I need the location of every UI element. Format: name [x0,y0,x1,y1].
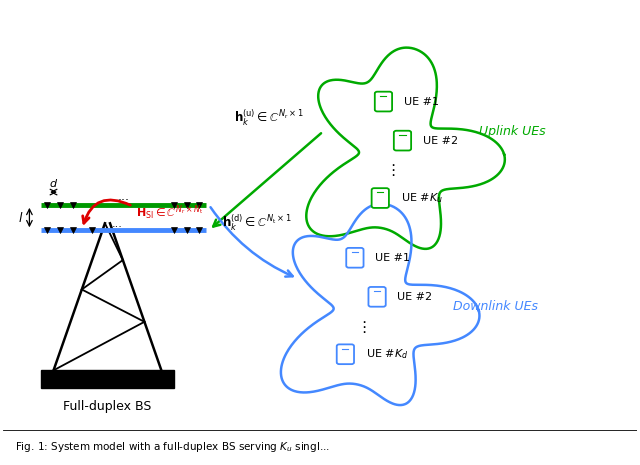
FancyBboxPatch shape [337,345,354,364]
Text: UE #1: UE #1 [375,253,410,263]
Text: ...: ... [111,219,122,229]
FancyBboxPatch shape [346,248,364,268]
Text: UE #2: UE #2 [423,136,458,146]
FancyBboxPatch shape [394,131,411,151]
Text: UE #2: UE #2 [397,292,433,302]
Text: ...: ... [117,190,129,203]
Text: $\vdots$: $\vdots$ [385,162,395,179]
Text: $\mathbf{h}_k^{(\mathrm{d})} \in \mathbb{C}^{N_\mathrm{t} \times 1}$: $\mathbf{h}_k^{(\mathrm{d})} \in \mathbb… [222,213,291,233]
Text: $l$: $l$ [18,211,23,225]
Polygon shape [307,47,505,249]
Text: Full-duplex BS: Full-duplex BS [63,400,152,413]
Text: Downlink UEs: Downlink UEs [453,299,538,312]
Polygon shape [281,204,479,405]
Text: $\mathbf{H}_\mathrm{SI} \in \mathbb{C}^{N_\mathrm{r} \times N_\mathrm{t}}$: $\mathbf{H}_\mathrm{SI} \in \mathbb{C}^{… [136,204,204,222]
Text: UE #$K_d$: UE #$K_d$ [365,347,408,361]
Text: $\vdots$: $\vdots$ [356,319,367,335]
FancyBboxPatch shape [369,287,386,307]
Text: UE #$K_u$: UE #$K_u$ [401,191,442,205]
Bar [41,370,174,388]
Text: Fig. 1: System model with a full-duplex BS serving $K_u$ singl...: Fig. 1: System model with a full-duplex … [15,440,330,454]
Text: UE #1: UE #1 [404,97,439,106]
FancyBboxPatch shape [375,92,392,112]
Text: $d$: $d$ [49,177,58,189]
Text: $\mathbf{h}_k^{(\mathrm{u})} \in \mathbb{C}^{N_\mathrm{r} \times 1}$: $\mathbf{h}_k^{(\mathrm{u})} \in \mathbb… [234,107,304,128]
Text: Uplink UEs: Uplink UEs [479,125,545,138]
FancyBboxPatch shape [372,188,389,208]
